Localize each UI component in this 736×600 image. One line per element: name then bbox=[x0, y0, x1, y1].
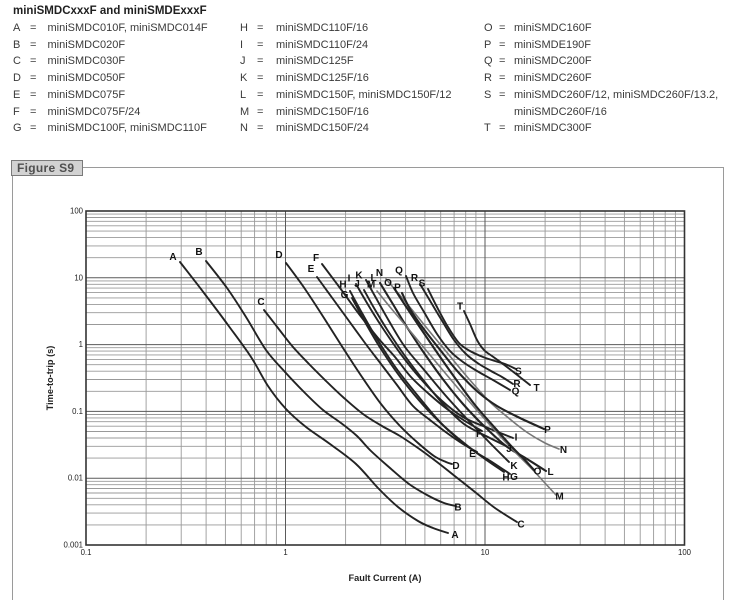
svg-text:Time-to-trip (s): Time-to-trip (s) bbox=[45, 346, 55, 411]
svg-text:100: 100 bbox=[678, 548, 692, 557]
svg-text:M: M bbox=[367, 280, 375, 291]
svg-text:G: G bbox=[510, 472, 518, 483]
svg-text:10: 10 bbox=[74, 273, 83, 282]
svg-text:Q: Q bbox=[512, 387, 520, 398]
svg-text:100: 100 bbox=[70, 207, 84, 216]
svg-text:P: P bbox=[394, 283, 401, 294]
svg-text:I: I bbox=[348, 274, 351, 285]
svg-text:S: S bbox=[515, 367, 522, 378]
svg-text:J: J bbox=[506, 444, 512, 455]
svg-text:L: L bbox=[547, 467, 553, 478]
svg-text:B: B bbox=[195, 247, 202, 258]
svg-text:P: P bbox=[544, 425, 551, 436]
svg-text:G: G bbox=[341, 290, 349, 301]
svg-text:D: D bbox=[452, 461, 459, 472]
svg-text:E: E bbox=[308, 264, 315, 275]
svg-text:C: C bbox=[517, 520, 524, 531]
svg-text:10: 10 bbox=[481, 548, 490, 557]
svg-text:Fault Current (A): Fault Current (A) bbox=[349, 573, 422, 583]
svg-text:K: K bbox=[510, 461, 518, 472]
svg-text:H: H bbox=[339, 280, 346, 291]
svg-text:R: R bbox=[513, 379, 521, 390]
svg-text:S: S bbox=[419, 279, 426, 290]
svg-text:R: R bbox=[411, 273, 419, 284]
svg-text:O: O bbox=[534, 467, 542, 478]
svg-text:C: C bbox=[257, 297, 264, 308]
svg-text:E: E bbox=[469, 449, 476, 460]
svg-text:M: M bbox=[555, 492, 563, 503]
svg-text:B: B bbox=[454, 503, 461, 514]
svg-text:0.01: 0.01 bbox=[68, 474, 83, 483]
svg-text:A: A bbox=[169, 252, 176, 263]
svg-text:0.1: 0.1 bbox=[81, 548, 92, 557]
svg-text:I: I bbox=[515, 433, 518, 444]
svg-text:T: T bbox=[457, 302, 463, 313]
svg-text:O: O bbox=[384, 278, 392, 289]
svg-text:0.001: 0.001 bbox=[63, 541, 83, 550]
svg-text:T: T bbox=[533, 383, 539, 394]
svg-text:D: D bbox=[275, 250, 282, 261]
svg-text:A: A bbox=[451, 530, 458, 541]
svg-text:F: F bbox=[313, 253, 319, 264]
svg-text:N: N bbox=[376, 268, 383, 279]
svg-text:Q: Q bbox=[395, 266, 403, 277]
svg-text:F: F bbox=[476, 429, 482, 440]
svg-text:L: L bbox=[370, 273, 376, 284]
svg-text:H: H bbox=[502, 473, 509, 484]
svg-text:N: N bbox=[560, 445, 567, 456]
svg-text:J: J bbox=[354, 279, 360, 290]
svg-text:1: 1 bbox=[283, 548, 287, 557]
svg-text:K: K bbox=[355, 271, 363, 282]
svg-text:0.1: 0.1 bbox=[72, 407, 83, 416]
svg-text:1: 1 bbox=[79, 340, 83, 349]
